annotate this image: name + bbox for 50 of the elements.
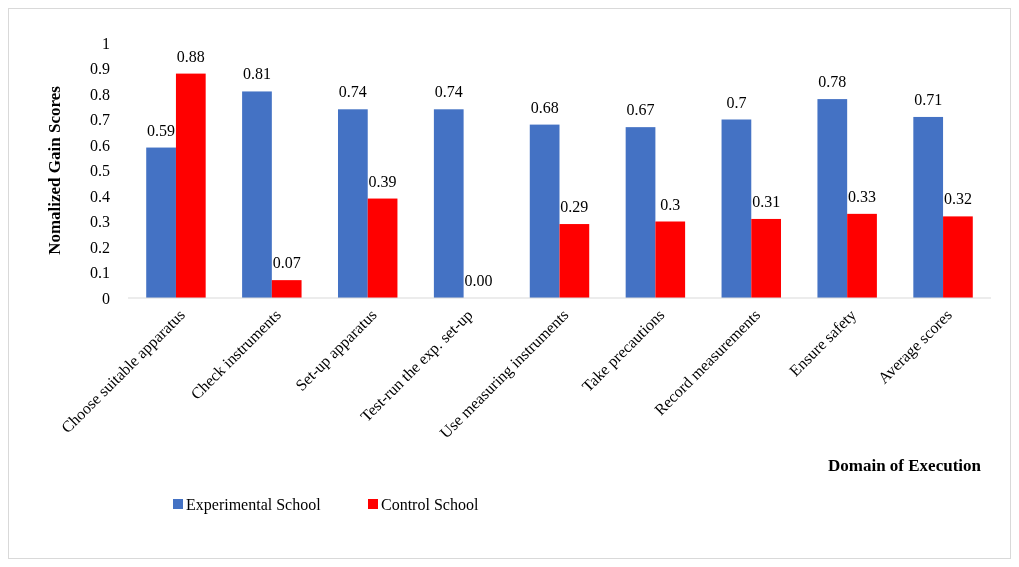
bar: [847, 213, 877, 298]
data-label: 0.74: [434, 83, 463, 101]
bar: [338, 109, 368, 298]
y-tick-label: 0.6: [90, 136, 110, 154]
data-label: 0.59: [147, 121, 176, 139]
data-label: 0.29: [560, 198, 589, 216]
data-label: 0.39: [368, 172, 397, 190]
y-tick-label: 1: [102, 34, 110, 52]
data-label: 0.7: [726, 93, 747, 111]
bar: [751, 218, 781, 298]
x-axis-title: Domain of Execution: [828, 456, 982, 475]
data-label: 0.88: [176, 47, 205, 65]
data-label: 0.74: [338, 83, 367, 101]
data-label: 0.3: [660, 195, 681, 213]
y-tick-label: 0.3: [90, 213, 110, 231]
data-label: 0.00: [464, 272, 493, 289]
bar: [943, 216, 973, 298]
bar: [146, 147, 176, 298]
y-tick-label: 0.5: [90, 162, 110, 180]
bar: [559, 224, 590, 298]
y-tick-label: 0.1: [90, 264, 110, 282]
y-tick-label: 0.9: [90, 60, 110, 78]
y-tick-label: 0.7: [90, 111, 110, 129]
bar: [271, 280, 302, 298]
data-label: 0.67: [626, 101, 655, 119]
y-tick-label: 0.8: [90, 85, 110, 103]
data-label: 0.31: [752, 192, 781, 210]
bar: [721, 119, 752, 298]
bar: [529, 124, 560, 298]
legend-label: Experimental School: [186, 495, 322, 514]
data-label: 0.68: [530, 98, 559, 116]
y-tick-label: 0.4: [90, 187, 110, 205]
y-tick-label: 0.2: [90, 238, 110, 256]
bar: [655, 221, 686, 298]
bar: [367, 198, 398, 298]
bar: [433, 109, 464, 298]
data-label: 0.07: [272, 254, 301, 272]
bar: [175, 73, 206, 298]
bar: [913, 116, 944, 298]
legend-label: Control School: [381, 495, 479, 513]
bar: [817, 99, 848, 298]
bar: [625, 127, 656, 298]
data-label: 0.81: [242, 65, 271, 83]
data-label: 0.32: [943, 190, 972, 208]
y-axis-title: Nomalized Gain Scores: [45, 85, 64, 255]
data-label: 0.78: [818, 73, 847, 91]
bar: [242, 91, 272, 298]
y-tick-label: 0: [102, 289, 110, 307]
data-label: 0.71: [914, 90, 943, 108]
data-label: 0.33: [848, 187, 877, 205]
